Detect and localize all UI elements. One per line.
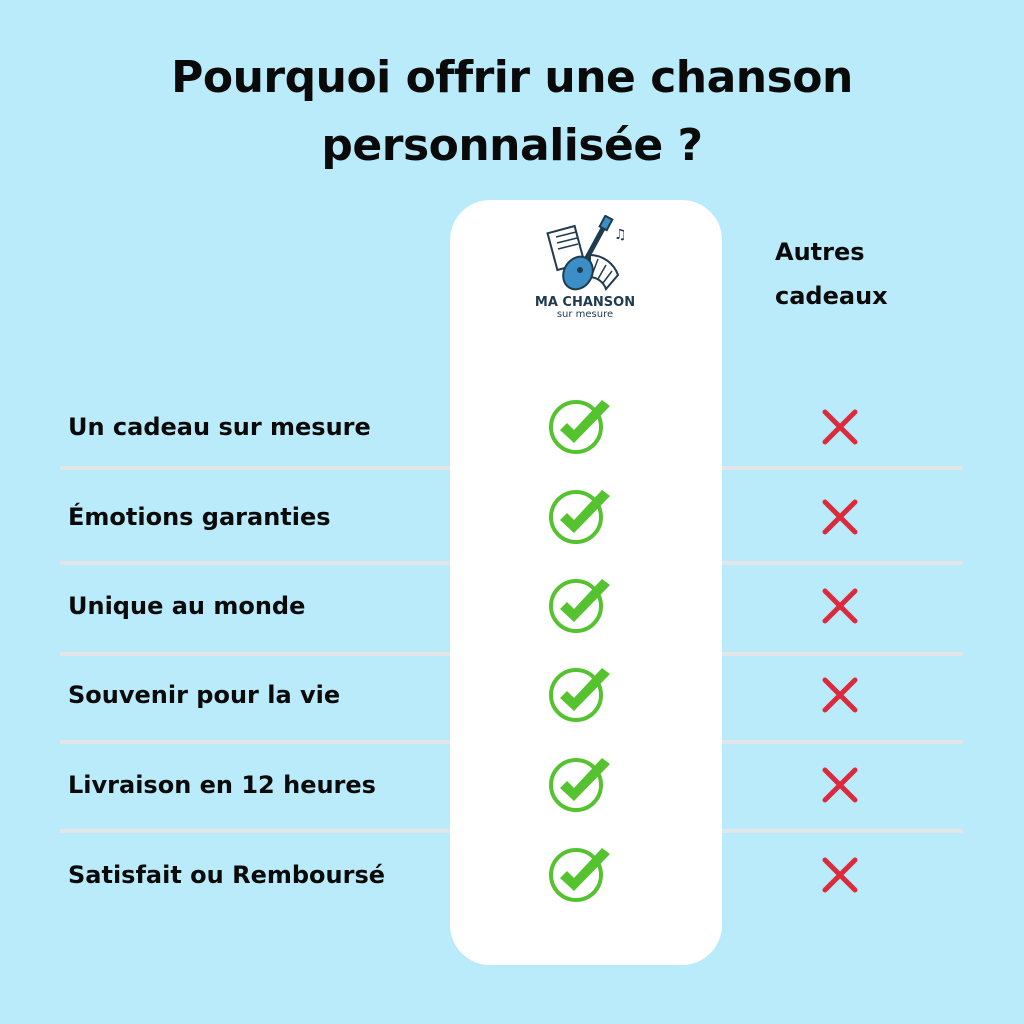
check-icon	[548, 394, 614, 454]
row-label: Livraison en 12 heures	[68, 771, 376, 799]
row-label: Souvenir pour la vie	[68, 681, 341, 709]
svg-text:♫: ♫	[614, 227, 627, 243]
check-icon	[548, 842, 614, 902]
cross-icon	[820, 765, 860, 805]
title-line-2: personnalisée ?	[321, 120, 703, 171]
check-icon	[548, 752, 614, 812]
check-icon	[548, 662, 614, 722]
title-line-1: Pourquoi offrir une chanson	[171, 52, 853, 103]
row-label: Satisfait ou Remboursé	[68, 861, 386, 889]
page-title: Pourquoi offrir une chanson personnalisé…	[0, 44, 1024, 180]
cross-icon	[820, 497, 860, 537]
cross-icon	[820, 407, 860, 447]
other-gifts-header: Autres cadeaux	[775, 230, 888, 318]
brand-name: MA CHANSON	[534, 295, 636, 310]
cross-icon	[820, 855, 860, 895]
cross-icon	[820, 675, 860, 715]
other-header-line-2: cadeaux	[775, 282, 888, 310]
cross-icon	[820, 586, 860, 626]
row-label: Un cadeau sur mesure	[68, 413, 371, 441]
check-icon	[548, 573, 614, 633]
row-label: Unique au monde	[68, 592, 306, 620]
brand-logo: ♫ MA CHANSON sur mesure	[530, 214, 640, 320]
other-header-line-1: Autres	[775, 238, 865, 266]
brand-tagline: sur mesure	[556, 309, 614, 320]
row-label: Émotions garanties	[68, 503, 331, 531]
check-icon	[548, 484, 614, 544]
guitar-logo-icon: ♫	[546, 214, 627, 291]
